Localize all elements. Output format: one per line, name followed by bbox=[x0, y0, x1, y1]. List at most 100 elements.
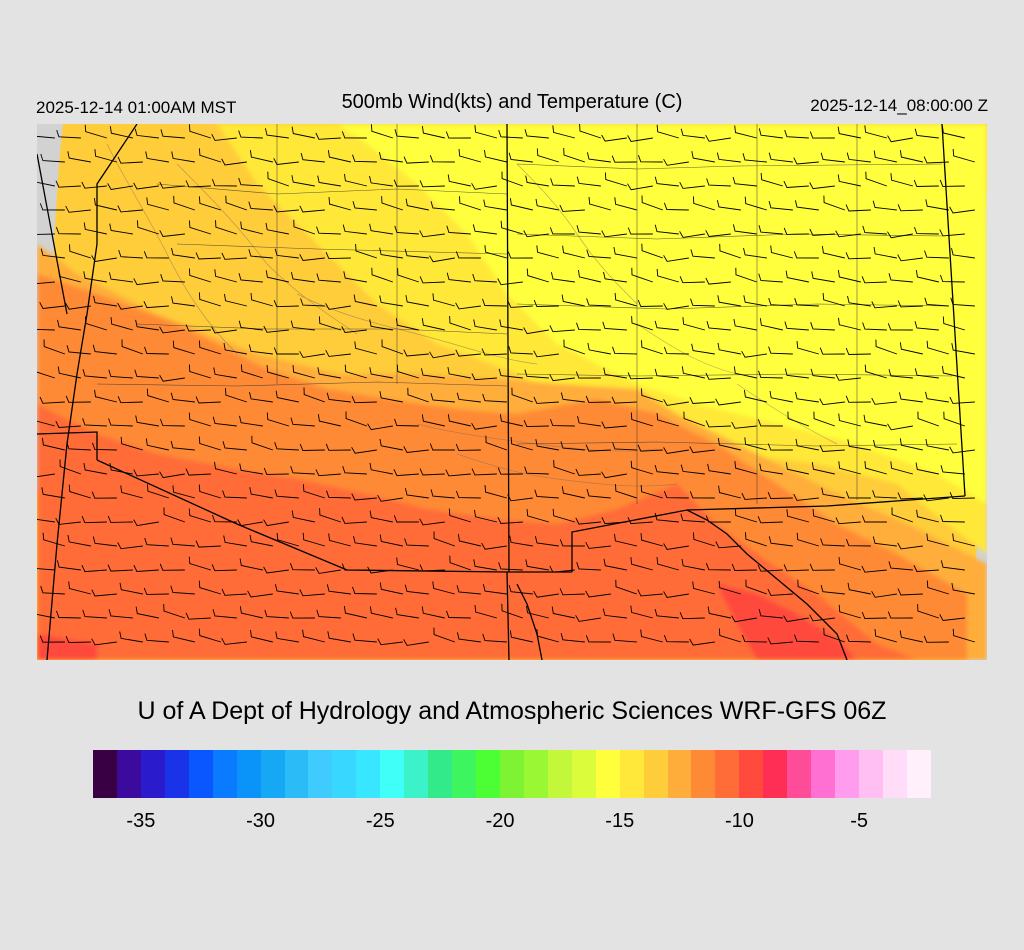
wind-barb bbox=[734, 125, 757, 139]
wind-barb bbox=[172, 629, 195, 643]
wind-barb bbox=[741, 492, 767, 500]
wind-barb bbox=[42, 532, 65, 547]
colorbar-swatch bbox=[212, 750, 237, 798]
wind-barb bbox=[576, 562, 601, 571]
wind-barb bbox=[809, 563, 835, 571]
county-boundaries bbox=[96, 124, 958, 504]
wind-barb bbox=[913, 179, 939, 187]
wind-barb bbox=[170, 392, 195, 403]
wind-barb bbox=[92, 536, 117, 547]
wind-barb bbox=[223, 342, 247, 355]
wind-barb bbox=[37, 181, 55, 187]
wind-barb bbox=[37, 519, 55, 523]
wind-barb bbox=[603, 367, 627, 379]
wind-barb bbox=[83, 222, 107, 235]
wind-barb bbox=[611, 396, 637, 404]
wind-barb bbox=[188, 508, 211, 523]
boundary-ca-az bbox=[37, 431, 98, 460]
wind-barb bbox=[767, 443, 793, 451]
wind-barb bbox=[809, 228, 835, 236]
wind-barb bbox=[351, 493, 377, 501]
wind-barb bbox=[533, 299, 559, 307]
wind-barb bbox=[715, 541, 741, 549]
wind-barb bbox=[579, 124, 601, 139]
wind-barb bbox=[949, 446, 975, 454]
wind-barb bbox=[92, 344, 117, 355]
wind-barb bbox=[91, 491, 117, 499]
wind-barb bbox=[40, 586, 65, 595]
colorbar-swatch bbox=[835, 750, 859, 798]
wind-barb bbox=[563, 339, 585, 355]
wind-barb bbox=[631, 316, 653, 331]
wind-barb bbox=[379, 534, 403, 547]
wind-barb bbox=[717, 342, 741, 355]
wind-barb bbox=[394, 129, 419, 139]
wind-barb bbox=[214, 461, 237, 475]
wind-barb bbox=[612, 442, 637, 451]
wind-barb bbox=[429, 255, 455, 263]
wind-barb bbox=[369, 367, 393, 379]
wind-barb bbox=[265, 270, 289, 283]
wind-barb bbox=[768, 297, 793, 307]
wind-barb bbox=[845, 347, 871, 355]
wind-barb bbox=[525, 175, 549, 187]
wind-barb bbox=[40, 153, 65, 163]
colorbar-swatch bbox=[452, 750, 476, 798]
wind-barb bbox=[705, 563, 731, 571]
wind-barb bbox=[265, 222, 289, 235]
wind-barb bbox=[482, 633, 507, 643]
wind-barb bbox=[473, 319, 497, 331]
wind-barb bbox=[344, 173, 367, 187]
colorbar-tick-label: -35 bbox=[126, 810, 156, 832]
wind-barb bbox=[143, 587, 169, 595]
wind-barb bbox=[274, 442, 299, 451]
wind-barb bbox=[899, 342, 923, 355]
wind-barb bbox=[744, 196, 767, 211]
wind-barb bbox=[820, 152, 845, 163]
wind-barb bbox=[404, 538, 429, 547]
wind-barb bbox=[743, 390, 767, 403]
wind-barb bbox=[603, 271, 627, 283]
wind-barb bbox=[248, 201, 273, 211]
wind-barb bbox=[135, 319, 159, 331]
boundary-az-nm bbox=[506, 571, 510, 660]
wind-barb bbox=[352, 586, 377, 595]
wind-barb bbox=[526, 508, 549, 523]
wind-barb bbox=[575, 468, 601, 476]
wind-barb bbox=[941, 126, 965, 139]
wind-barb bbox=[143, 301, 169, 309]
wind-barb bbox=[421, 318, 445, 331]
wind-barb bbox=[419, 564, 445, 572]
wind-barb bbox=[951, 247, 975, 259]
colorbar-swatch bbox=[691, 750, 716, 798]
wind-barb bbox=[134, 369, 159, 379]
wind-barb bbox=[212, 609, 237, 619]
wind-barb bbox=[810, 322, 835, 331]
wind-barb bbox=[943, 411, 965, 427]
wind-barb bbox=[640, 629, 663, 643]
wind-barb bbox=[108, 369, 133, 379]
wind-barb bbox=[914, 368, 939, 379]
wind-barb bbox=[222, 441, 247, 451]
wind-barb bbox=[83, 271, 107, 283]
colorbar-swatch bbox=[619, 750, 644, 798]
wind-barb bbox=[275, 390, 299, 403]
wind-barb bbox=[445, 469, 471, 477]
wind-barb bbox=[159, 181, 185, 189]
wind-barb bbox=[379, 247, 403, 259]
wind-barb bbox=[405, 295, 429, 307]
wind-barb bbox=[430, 393, 455, 403]
wind-barb bbox=[247, 590, 273, 598]
wind-barb bbox=[458, 148, 481, 163]
wind-barb bbox=[706, 178, 731, 187]
colorbar-swatch bbox=[595, 750, 620, 798]
wind-barb bbox=[654, 224, 679, 235]
wind-barb bbox=[39, 203, 65, 211]
wind-barb bbox=[325, 303, 351, 310]
wind-barb bbox=[586, 152, 611, 163]
wind-barb bbox=[456, 632, 481, 643]
wind-barb bbox=[171, 247, 195, 259]
wind-barb bbox=[612, 346, 637, 355]
wind-barb bbox=[369, 606, 393, 619]
wind-barb bbox=[239, 558, 263, 571]
